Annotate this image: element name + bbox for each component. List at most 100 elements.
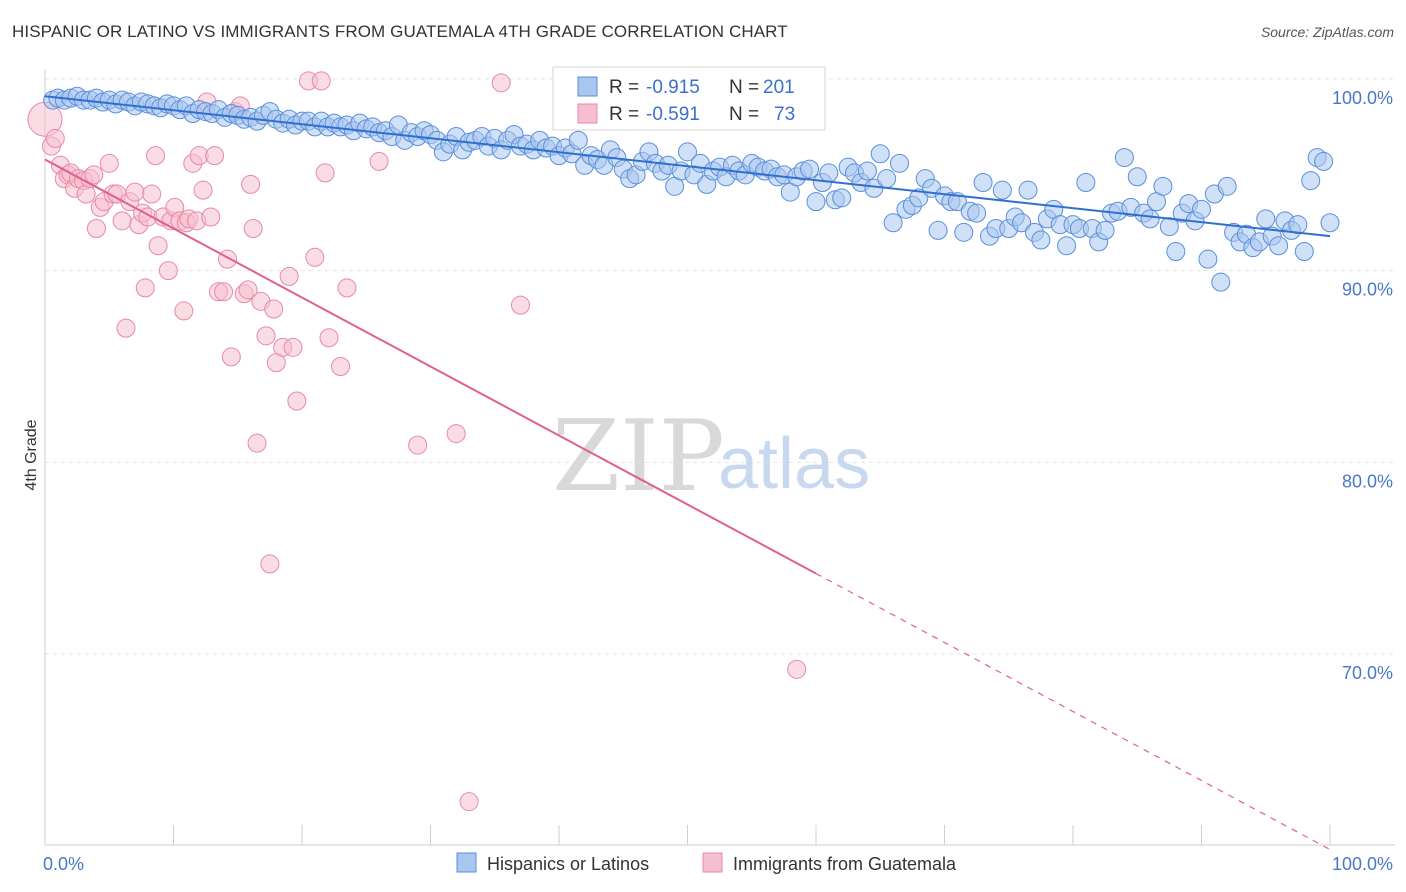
hispanic-point xyxy=(568,130,588,150)
hispanic-point xyxy=(1095,220,1115,240)
legend-swatch-hispanic xyxy=(456,852,477,873)
hispanic-point xyxy=(1217,176,1237,196)
guatemala-point xyxy=(193,180,213,200)
guatemala-point xyxy=(256,326,276,346)
guatemala-point xyxy=(125,182,145,202)
guatemala-point xyxy=(116,318,136,338)
guatemala-point xyxy=(243,219,263,238)
guatemala-point xyxy=(787,659,807,679)
hispanic-point xyxy=(800,159,820,179)
guatemala-point xyxy=(112,211,132,231)
guatemala-point xyxy=(510,295,530,315)
axes xyxy=(44,70,1395,846)
legend-swatch-guatemala xyxy=(702,852,723,873)
watermark-atlas: atlas xyxy=(718,424,870,504)
guatemala-point xyxy=(84,165,104,185)
watermark: ZIP atlas xyxy=(552,400,870,514)
hispanic-point xyxy=(1076,173,1096,192)
y-tick-label: 70.0% xyxy=(1342,663,1393,683)
chart-title: HISPANIC OR LATINO VS IMMIGRANTS FROM GU… xyxy=(12,22,788,41)
hispanic-point xyxy=(1211,272,1231,292)
stats-blue-r-label: R = xyxy=(609,77,639,98)
hispanic-point xyxy=(1198,249,1218,269)
hispanic-point xyxy=(1012,213,1032,233)
hispanic-point xyxy=(1166,242,1186,261)
stats-blue-n-value: 201 xyxy=(763,77,795,98)
guatemala-point xyxy=(287,391,307,411)
hispanic-point xyxy=(1256,209,1276,229)
guatemala-point xyxy=(146,146,166,166)
hispanic-point xyxy=(1114,148,1134,168)
guatemala-trend-solid xyxy=(44,158,817,575)
stats-pink-n-label: N = xyxy=(729,104,759,125)
guatemala-point xyxy=(99,153,119,173)
guatemala-point xyxy=(201,207,221,227)
guatemala-point xyxy=(446,424,466,444)
y-axis-label: 4th Grade xyxy=(23,419,40,490)
hispanic-point xyxy=(954,222,974,242)
guatemala-point xyxy=(491,73,511,93)
hispanic-point xyxy=(1294,242,1314,261)
guatemala-point xyxy=(158,261,178,281)
guatemala-point xyxy=(311,71,331,91)
guatemala-point xyxy=(142,184,162,204)
trend-lines xyxy=(44,95,1331,851)
guatemala-point xyxy=(408,435,428,455)
hispanic-point xyxy=(1140,209,1160,229)
hispanic-point xyxy=(806,192,826,212)
hispanic-point xyxy=(1314,151,1334,171)
guatemala-point xyxy=(214,282,234,302)
y-tick-label: 100.0% xyxy=(1332,88,1393,108)
y-tick-label: 90.0% xyxy=(1342,280,1393,300)
stats-pink-swatch xyxy=(577,103,598,124)
watermark-zip: ZIP xyxy=(552,400,725,514)
guatemala-point xyxy=(221,347,241,367)
guatemala-point xyxy=(174,301,194,321)
stats-pink-r-value: -0.591 xyxy=(646,104,700,125)
hispanic-point xyxy=(857,161,877,181)
hispanic-point xyxy=(1057,236,1077,256)
guatemala-point xyxy=(148,236,168,256)
guatemala-point xyxy=(459,792,479,812)
x-tick-labels: 0.0% 100.0% xyxy=(43,854,1393,874)
hispanic-point xyxy=(890,153,910,173)
hispanic-point xyxy=(870,144,890,164)
guatemala-point xyxy=(247,433,267,453)
hispanic-point xyxy=(947,192,967,212)
guatemala-point xyxy=(283,337,303,357)
guatemala-trend-dashed xyxy=(815,572,1331,851)
x-tick-label: 100.0% xyxy=(1332,854,1393,874)
guatemala-point xyxy=(279,266,299,286)
hispanic-point xyxy=(1192,199,1211,219)
hispanic-point xyxy=(973,173,993,192)
guatemala-point xyxy=(205,146,225,166)
y-tick-labels: 70.0% 80.0% 90.0% 100.0% xyxy=(1332,88,1393,683)
hispanic-point xyxy=(1153,176,1173,196)
guatemala-point xyxy=(369,151,389,171)
stats-pink-n-value: 73 xyxy=(774,104,795,125)
guatemala-point xyxy=(305,247,325,267)
hispanic-point xyxy=(1320,213,1340,233)
hispanic-point xyxy=(678,142,697,162)
hispanic-point xyxy=(883,213,903,233)
guatemala-point xyxy=(217,249,237,269)
hispanic-point xyxy=(992,180,1012,200)
guatemala-point xyxy=(238,280,258,300)
stats-box-frame xyxy=(552,66,826,131)
guatemala-point xyxy=(264,299,284,319)
hispanic-point xyxy=(819,163,839,183)
guatemala-point xyxy=(135,278,155,298)
hispanic-point xyxy=(1031,230,1051,250)
hispanic-point xyxy=(1288,215,1308,235)
x-tick-label: 0.0% xyxy=(43,854,84,874)
guatemala-point xyxy=(86,219,106,238)
hispanic-point xyxy=(1018,180,1038,200)
hispanic-point xyxy=(1269,236,1289,256)
hispanic-point xyxy=(832,188,852,208)
guatemala-point xyxy=(45,128,65,148)
hispanic-point xyxy=(928,220,948,240)
hispanic-point xyxy=(967,203,987,223)
legend-label-hispanic: Hispanics or Latinos xyxy=(487,854,649,874)
stats-blue-swatch xyxy=(577,76,598,97)
